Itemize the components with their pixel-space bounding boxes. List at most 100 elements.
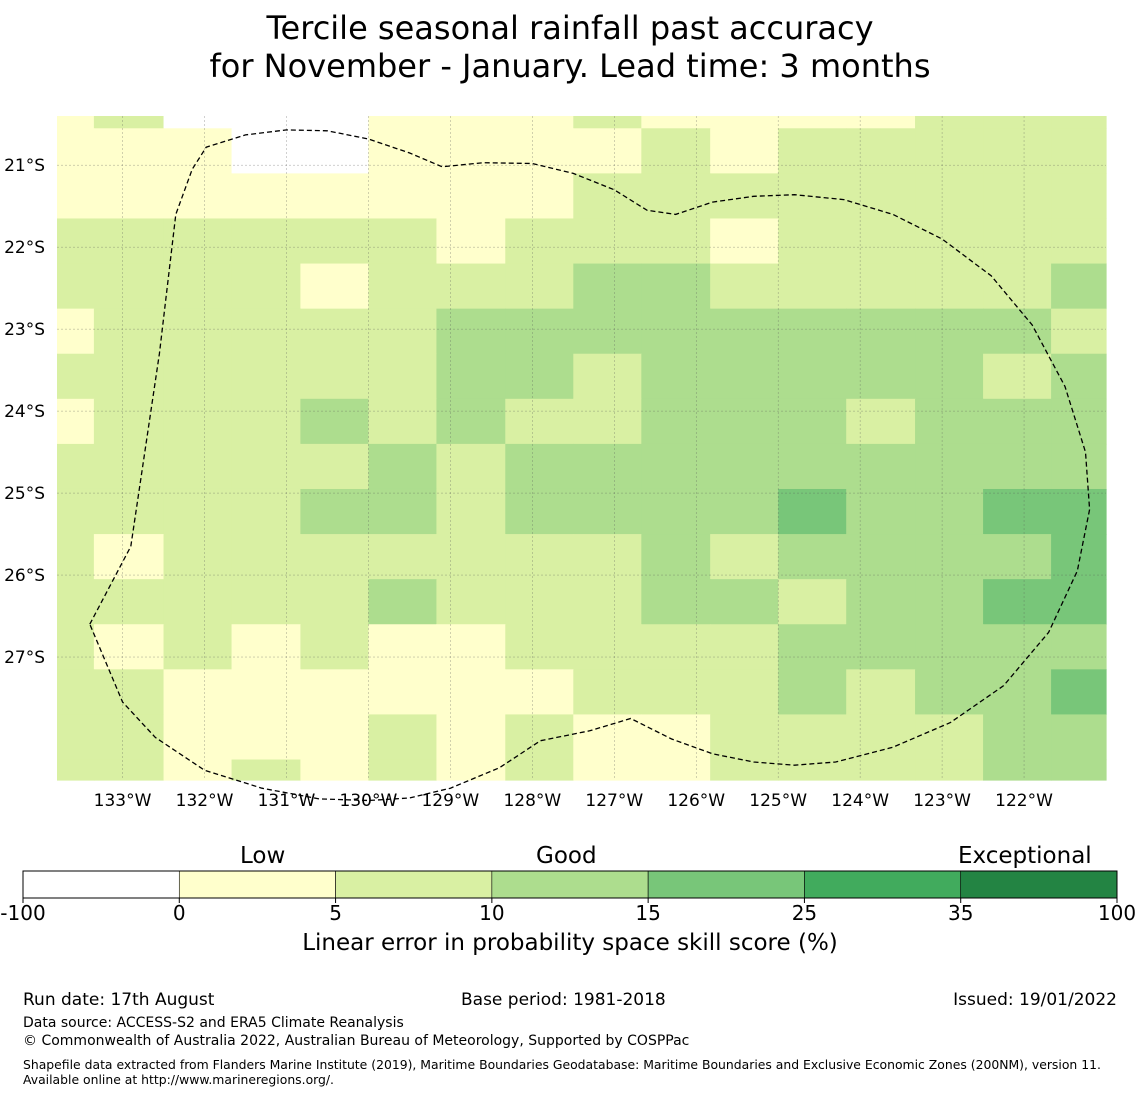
grid-cell <box>846 534 916 580</box>
grid-cell <box>163 116 233 129</box>
grid-cell <box>57 579 95 625</box>
lat-tick-label: 21°S <box>4 156 45 176</box>
grid-cell <box>915 173 984 220</box>
colorbar-tick-label: 25 <box>792 901 817 925</box>
grid-cell <box>163 443 233 490</box>
grid-cell <box>641 488 711 535</box>
grid-cell <box>710 714 779 761</box>
grid-cell <box>1051 669 1107 716</box>
grid-cell <box>93 443 165 490</box>
grid-cell <box>846 714 916 761</box>
grid-cell <box>915 128 984 174</box>
grid-cell <box>93 398 165 445</box>
grid-cell <box>300 488 370 535</box>
grid-cell <box>368 759 438 781</box>
colorbar-tick-label: 35 <box>948 901 973 925</box>
lon-tick-label: 128°W <box>503 791 561 811</box>
grid-cell <box>505 624 574 670</box>
grid-cell <box>436 116 506 129</box>
grid-cell <box>983 488 1052 535</box>
lat-tick-label: 26°S <box>4 566 45 586</box>
grid-cell <box>915 714 984 761</box>
grid-cell <box>163 218 233 265</box>
grid-cell <box>368 534 438 580</box>
grid-cell <box>573 128 642 174</box>
grid-cell <box>368 116 438 129</box>
eez-boundary-line <box>89 129 1091 802</box>
grid-cell <box>778 128 847 174</box>
grid-cell <box>983 759 1052 781</box>
grid-cell <box>710 624 779 670</box>
grid-cell <box>57 624 95 670</box>
grid-cell <box>368 443 438 490</box>
grid-cell <box>505 263 574 310</box>
grid-cell <box>846 116 916 129</box>
lon-tick-label: 133°W <box>94 791 152 811</box>
colorbar-tick-label: 0 <box>173 901 186 925</box>
grid-cell <box>573 579 642 625</box>
grid-cell <box>710 398 779 445</box>
grid-cell <box>573 218 642 265</box>
grid-cell <box>1051 534 1107 580</box>
grid-cell <box>983 218 1052 265</box>
grid-cell <box>846 443 916 490</box>
lon-tick-label: 130°W <box>340 791 398 811</box>
grid-cell <box>436 669 506 716</box>
grid-cell <box>778 759 847 781</box>
grid-cell <box>573 488 642 535</box>
grid-cell <box>505 534 574 580</box>
grid-cell <box>846 353 916 400</box>
grid-cell <box>983 116 1052 129</box>
grid-cell <box>505 669 574 716</box>
eez-boundary-layer <box>89 129 1091 802</box>
grid-cell <box>505 714 574 761</box>
grid-cell <box>710 579 779 625</box>
grid-cell <box>231 443 302 490</box>
grid-cell <box>505 398 574 445</box>
grid-cell <box>93 714 165 761</box>
grid-cell <box>505 488 574 535</box>
grid-cell <box>983 308 1052 355</box>
colorbar-segment <box>804 870 962 899</box>
grid-cell <box>163 173 233 220</box>
grid-cell <box>436 443 506 490</box>
grid-cell <box>846 128 916 174</box>
grid-cell <box>368 714 438 761</box>
chart-title-line-2: for November - January. Lead time: 3 mon… <box>209 47 931 85</box>
grid-cell <box>846 263 916 310</box>
grid-cell <box>93 308 165 355</box>
grid-cell <box>93 353 165 400</box>
grid-cell <box>163 263 233 310</box>
grid-cell <box>368 398 438 445</box>
grid-cell <box>710 116 779 129</box>
grid-cell <box>368 353 438 400</box>
grid-cell <box>163 759 233 781</box>
grid-cell <box>1051 759 1107 781</box>
colorbar-segment <box>22 870 180 899</box>
grid-cell <box>846 579 916 625</box>
lat-tick-label: 22°S <box>4 238 45 258</box>
grid-cell <box>641 534 711 580</box>
grid-cell <box>1051 116 1107 129</box>
grid-cell <box>300 669 370 716</box>
grid-cell <box>300 353 370 400</box>
grid-cell <box>846 398 916 445</box>
grid-cell <box>710 128 779 174</box>
grid-cell <box>505 443 574 490</box>
grid-cell <box>505 173 574 220</box>
grid-cell <box>505 759 574 781</box>
copyright: © Commonwealth of Australia 2022, Austra… <box>23 1033 690 1049</box>
grid-cell <box>641 353 711 400</box>
grid-cell <box>57 218 95 265</box>
grid-cell <box>1051 308 1107 355</box>
grid-cell <box>436 488 506 535</box>
grid-cell <box>641 308 711 355</box>
grid-cell <box>641 624 711 670</box>
grid-cell <box>573 534 642 580</box>
grid-cell <box>915 116 984 129</box>
grid-cell <box>163 669 233 716</box>
grid-cell <box>573 714 642 761</box>
grid-cell <box>300 443 370 490</box>
lon-tick-label: 127°W <box>585 791 643 811</box>
